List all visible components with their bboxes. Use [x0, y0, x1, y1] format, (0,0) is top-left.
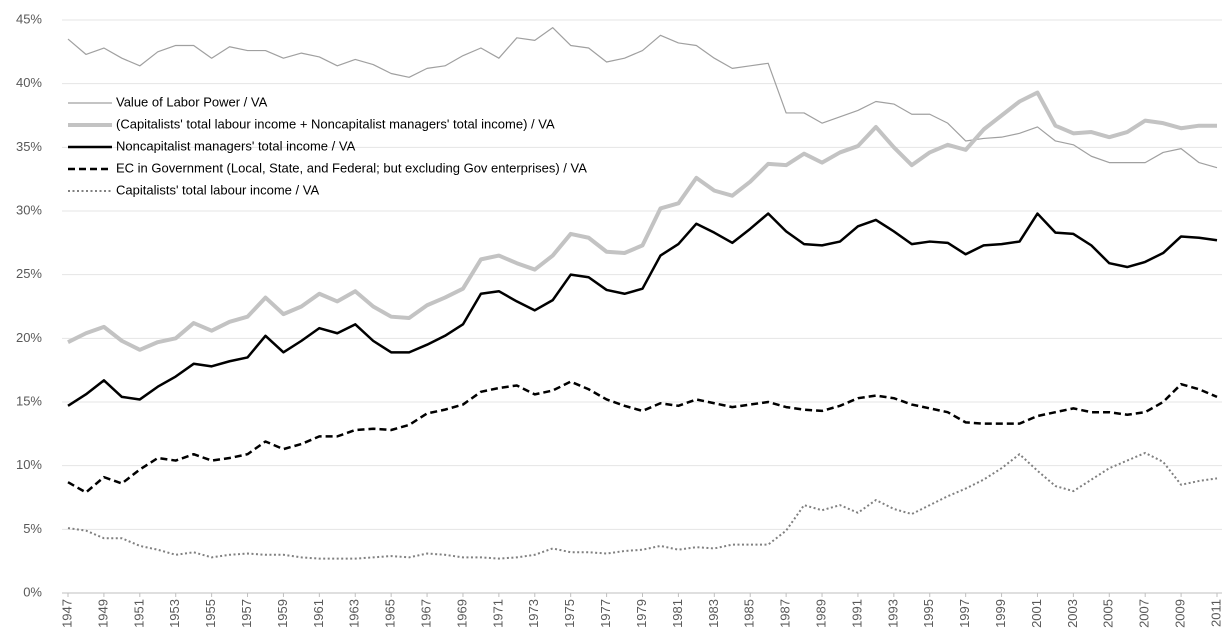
x-tick-label: 1953	[167, 599, 182, 628]
x-tick-label: 1971	[490, 599, 505, 628]
x-tick-label: 1991	[849, 599, 864, 628]
x-tick-label: 1963	[347, 599, 362, 628]
y-tick-label: 5%	[23, 521, 42, 536]
x-tick-label: 2009	[1173, 599, 1188, 628]
x-tick-label: 2011	[1208, 599, 1223, 627]
x-tick-label: 1993	[885, 599, 900, 628]
y-tick-label: 30%	[16, 202, 42, 217]
series-line	[67, 451, 1218, 560]
x-tick-label: 1975	[562, 599, 577, 628]
x-tick-label: 1985	[742, 599, 757, 628]
x-tick-label: 1959	[275, 599, 290, 628]
x-tick-label: 1987	[778, 599, 793, 628]
x-tick-label: 2007	[1137, 599, 1152, 628]
x-tick-label: 1995	[921, 599, 936, 628]
series-line	[67, 27, 1218, 169]
y-tick-label: 20%	[16, 330, 42, 345]
y-tick-label: 45%	[16, 11, 42, 26]
x-tick-label: 1951	[131, 599, 146, 628]
x-tick-label: 1981	[670, 599, 685, 628]
y-tick-label: 10%	[16, 457, 42, 472]
x-tick-label: 1989	[813, 599, 828, 628]
legend-label: Value of Labor Power / VA	[116, 94, 268, 109]
x-tick-label: 2005	[1101, 599, 1116, 628]
y-tick-label: 0%	[23, 584, 42, 599]
legend-label: EC in Government (Local, State, and Fede…	[116, 160, 587, 175]
x-tick-label: 2003	[1065, 599, 1080, 628]
legend-label: (Capitalists' total labour income + Nonc…	[116, 116, 555, 131]
series-line	[67, 380, 1218, 494]
x-tick-label: 2001	[1029, 599, 1044, 628]
x-tick-label: 1977	[598, 599, 613, 628]
x-tick-label: 1955	[203, 599, 218, 628]
legend-label: Capitalists' total labour income / VA	[116, 182, 319, 197]
x-tick-label: 1965	[383, 599, 398, 628]
x-tick-label: 1999	[993, 599, 1008, 628]
x-tick-label: 1979	[634, 599, 649, 628]
y-tick-label: 15%	[16, 393, 42, 408]
x-tick-label: 1957	[239, 599, 254, 628]
x-tick-label: 1969	[454, 599, 469, 628]
y-tick-label: 35%	[16, 139, 42, 154]
x-tick-label: 1947	[59, 599, 74, 628]
x-tick-label: 1949	[95, 599, 110, 628]
x-tick-label: 1973	[526, 599, 541, 628]
x-tick-label: 1997	[957, 599, 972, 628]
x-tick-label: 1983	[706, 599, 721, 628]
y-tick-label: 25%	[16, 266, 42, 281]
x-tick-label: 1961	[311, 599, 326, 628]
y-tick-label: 40%	[16, 75, 42, 90]
series-line	[67, 90, 1217, 352]
legend-label: Noncapitalist managers' total income / V…	[116, 138, 356, 153]
x-tick-label: 1967	[419, 599, 434, 628]
series-line	[67, 212, 1218, 407]
